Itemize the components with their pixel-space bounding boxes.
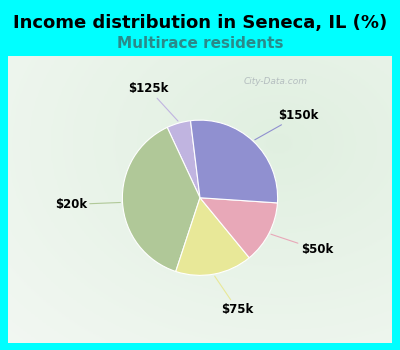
Text: $50k: $50k: [271, 234, 333, 256]
Text: $20k: $20k: [55, 198, 120, 211]
Wedge shape: [176, 198, 249, 275]
Text: $125k: $125k: [128, 83, 178, 121]
Text: City-Data.com: City-Data.com: [244, 77, 308, 86]
Wedge shape: [122, 127, 200, 272]
Wedge shape: [167, 121, 200, 198]
Wedge shape: [200, 198, 278, 258]
Text: $75k: $75k: [215, 276, 253, 315]
Wedge shape: [190, 120, 278, 203]
Text: $150k: $150k: [255, 109, 318, 140]
Text: Income distribution in Seneca, IL (%): Income distribution in Seneca, IL (%): [13, 14, 387, 32]
Text: Multirace residents: Multirace residents: [117, 36, 283, 51]
